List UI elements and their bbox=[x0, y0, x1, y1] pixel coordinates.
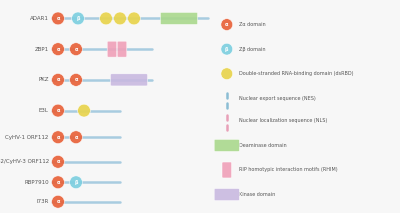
Text: CyHV-2/CyHV-3 ORF112: CyHV-2/CyHV-3 ORF112 bbox=[0, 159, 49, 164]
Ellipse shape bbox=[78, 104, 90, 117]
Ellipse shape bbox=[70, 131, 82, 144]
Ellipse shape bbox=[72, 12, 84, 25]
FancyBboxPatch shape bbox=[160, 12, 198, 24]
Text: Double-stranded RNA-binding domain (dsRBD): Double-stranded RNA-binding domain (dsRB… bbox=[239, 71, 353, 76]
FancyBboxPatch shape bbox=[222, 162, 232, 178]
Ellipse shape bbox=[221, 68, 233, 80]
Text: β: β bbox=[225, 47, 228, 52]
FancyBboxPatch shape bbox=[107, 41, 117, 57]
Ellipse shape bbox=[128, 12, 140, 25]
Text: Nuclear export sequence (NES): Nuclear export sequence (NES) bbox=[239, 96, 316, 101]
Text: α: α bbox=[56, 180, 60, 185]
Text: RBP7910: RBP7910 bbox=[24, 180, 49, 185]
Ellipse shape bbox=[100, 12, 112, 25]
Ellipse shape bbox=[52, 176, 64, 189]
Text: Zα domain: Zα domain bbox=[239, 22, 266, 27]
Text: α: α bbox=[56, 16, 60, 21]
Text: β: β bbox=[76, 16, 80, 21]
Text: α: α bbox=[56, 159, 60, 164]
Text: PKZ: PKZ bbox=[38, 77, 49, 82]
FancyBboxPatch shape bbox=[214, 139, 239, 151]
Ellipse shape bbox=[221, 19, 233, 30]
Text: α: α bbox=[56, 47, 60, 52]
Text: α: α bbox=[56, 77, 60, 82]
Ellipse shape bbox=[221, 43, 233, 55]
Ellipse shape bbox=[52, 104, 64, 117]
Text: ADAR1: ADAR1 bbox=[30, 16, 49, 21]
Text: Deaminase domain: Deaminase domain bbox=[239, 143, 286, 148]
Text: α: α bbox=[56, 199, 60, 204]
Ellipse shape bbox=[52, 131, 64, 144]
Text: β: β bbox=[74, 180, 78, 185]
Ellipse shape bbox=[114, 12, 126, 25]
Ellipse shape bbox=[52, 73, 64, 86]
FancyBboxPatch shape bbox=[110, 74, 148, 86]
FancyBboxPatch shape bbox=[214, 189, 239, 201]
Text: α: α bbox=[56, 135, 60, 140]
Text: Nuclear localization sequence (NLS): Nuclear localization sequence (NLS) bbox=[239, 118, 327, 123]
Text: α: α bbox=[56, 108, 60, 113]
Ellipse shape bbox=[52, 155, 64, 168]
FancyBboxPatch shape bbox=[117, 41, 127, 57]
Text: I73R: I73R bbox=[36, 199, 49, 204]
Ellipse shape bbox=[70, 176, 82, 189]
Text: Kinase domain: Kinase domain bbox=[239, 192, 275, 197]
Ellipse shape bbox=[52, 195, 64, 208]
Text: α: α bbox=[225, 22, 228, 27]
Text: α: α bbox=[74, 77, 78, 82]
Ellipse shape bbox=[52, 12, 64, 25]
Text: RIP homotypic interaction motifs (RHIM): RIP homotypic interaction motifs (RHIM) bbox=[239, 167, 338, 173]
Ellipse shape bbox=[70, 43, 82, 56]
Text: α: α bbox=[74, 47, 78, 52]
Text: CyHV-1 ORF112: CyHV-1 ORF112 bbox=[6, 135, 49, 140]
Text: Zβ domain: Zβ domain bbox=[239, 47, 265, 52]
Ellipse shape bbox=[52, 43, 64, 56]
Text: α: α bbox=[74, 135, 78, 140]
Text: E3L: E3L bbox=[39, 108, 49, 113]
Ellipse shape bbox=[70, 73, 82, 86]
Text: ZBP1: ZBP1 bbox=[35, 47, 49, 52]
